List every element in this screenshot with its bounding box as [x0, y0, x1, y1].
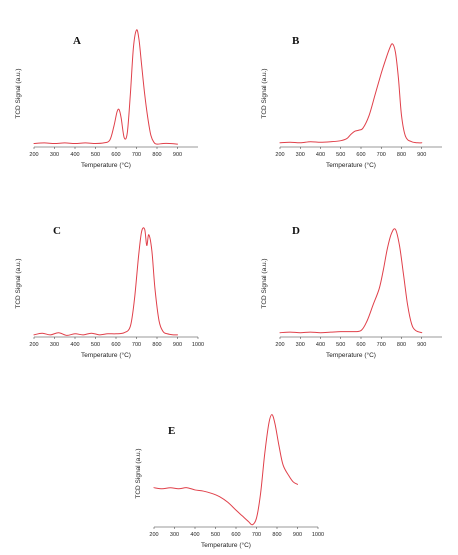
x-tick-label: 800 — [397, 152, 406, 158]
x-tick-label: 800 — [397, 342, 406, 348]
x-tick-label: 300 — [50, 342, 59, 348]
panel-letter: E — [168, 425, 175, 437]
chart-panel-a: 200 300 400 500 600 700 800 900 Temperature (°C)… — [15, 29, 198, 169]
x-tick-label: 200 — [29, 342, 38, 348]
series-line — [33, 29, 178, 145]
x-tick-label: 700 — [132, 152, 141, 158]
x-tick-label: 800 — [152, 152, 161, 158]
x-tick-label: 1000 — [192, 342, 204, 348]
x-tick-label: 700 — [252, 532, 261, 538]
x-tick-label: 300 — [296, 152, 305, 158]
x-axis-title: Temperature (°C) — [81, 351, 131, 359]
chart-panel-c: 200 300 400 500 600 700 800 900 1000 Temperature … — [15, 225, 204, 359]
x-tick-label: 300 — [50, 152, 59, 158]
x-tick-label: 600 — [111, 152, 120, 158]
x-tick-label: 400 — [316, 152, 325, 158]
x-tick-label: 900 — [173, 152, 182, 158]
y-axis-title: TCD Signal (a.u.) — [15, 68, 22, 118]
x-tick-label: 200 — [275, 152, 284, 158]
x-tick-label: 500 — [91, 152, 100, 158]
x-tick-label: 500 — [336, 152, 345, 158]
series-line — [33, 227, 178, 336]
x-tick-label: 300 — [170, 532, 179, 538]
x-tick-label: 200 — [149, 532, 158, 538]
y-axis-title: TCD Signal (a.u.) — [261, 258, 268, 308]
x-tick-label: 500 — [336, 342, 345, 348]
panel-letter: D — [292, 225, 300, 237]
x-tick-label: 300 — [296, 342, 305, 348]
y-axis-title: TCD Signal (a.u.) — [15, 258, 22, 308]
chart-panel-d: 200 300 400 500 600 700 800 900 Temperature (°C)… — [261, 225, 442, 359]
series-line — [279, 43, 423, 144]
x-axis-title: Temperature (°C) — [201, 541, 251, 549]
x-tick-label: 200 — [29, 152, 38, 158]
x-tick-label: 600 — [356, 342, 365, 348]
x-tick-label: 900 — [417, 152, 426, 158]
x-tick-label: 500 — [211, 532, 220, 538]
x-tick-label: 400 — [190, 532, 199, 538]
chart-panel-b: 200 300 400 500 600 700 800 900 Temperature (°C)… — [261, 35, 442, 169]
x-tick-label: 700 — [132, 342, 141, 348]
x-tick-label: 600 — [231, 532, 240, 538]
x-tick-label: 900 — [173, 342, 182, 348]
x-tick-label: 200 — [275, 342, 284, 348]
x-tick-label: 400 — [70, 342, 79, 348]
x-tick-label: 400 — [316, 342, 325, 348]
x-axis-title: Temperature (°C) — [81, 161, 131, 169]
panel-letter: B — [292, 35, 300, 47]
x-tick-label: 1000 — [312, 532, 324, 538]
y-axis-title: TCD Signal (a.u.) — [135, 448, 142, 498]
x-tick-label: 500 — [91, 342, 100, 348]
panel-letter: A — [73, 35, 81, 47]
series-line — [279, 228, 423, 334]
panel-letter: C — [53, 225, 61, 237]
x-tick-label: 600 — [356, 152, 365, 158]
x-tick-label: 800 — [152, 342, 161, 348]
x-tick-label: 400 — [70, 152, 79, 158]
x-tick-label: 900 — [417, 342, 426, 348]
x-tick-label: 700 — [377, 342, 386, 348]
x-axis-title: Temperature (°C) — [326, 161, 376, 169]
x-tick-label: 800 — [272, 532, 281, 538]
x-tick-label: 900 — [293, 532, 302, 538]
y-axis-title: TCD Signal (a.u.) — [261, 68, 268, 118]
x-axis-title: Temperature (°C) — [326, 351, 376, 359]
series-line — [153, 414, 298, 526]
chart-panel-e: 200 300 400 500 600 700 800 900 1000 Temperature … — [135, 414, 324, 549]
x-tick-label: 700 — [377, 152, 386, 158]
x-tick-label: 600 — [111, 342, 120, 348]
